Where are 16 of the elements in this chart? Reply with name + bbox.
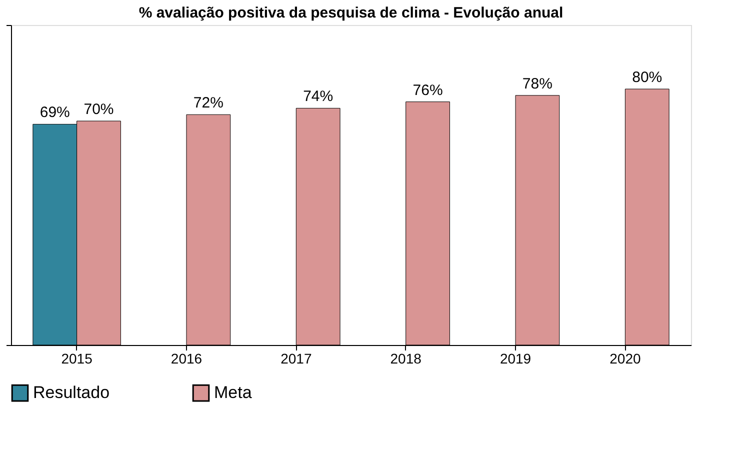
x-tick-label: 2020 [610,350,641,366]
x-tick-label: 2015 [61,350,93,366]
data-label: 72% [193,94,224,112]
data-label: 74% [303,88,334,106]
x-tick-label: 2016 [170,350,202,366]
data-label: 76% [412,82,443,99]
x-tick-label: 2018 [390,350,422,366]
legend-label: Meta [214,383,252,402]
data-label: 69% [40,104,70,122]
legend-label: Resultado [33,383,110,402]
data-label: 78% [522,75,552,92]
data-label: 70% [84,101,114,118]
chart-title: % avaliação positiva da pesquisa de clima - Evolução anual [138,4,564,22]
x-tick-label: 2019 [500,350,532,366]
data-label: 80% [632,69,662,86]
x-tick-label: 2017 [280,350,312,366]
